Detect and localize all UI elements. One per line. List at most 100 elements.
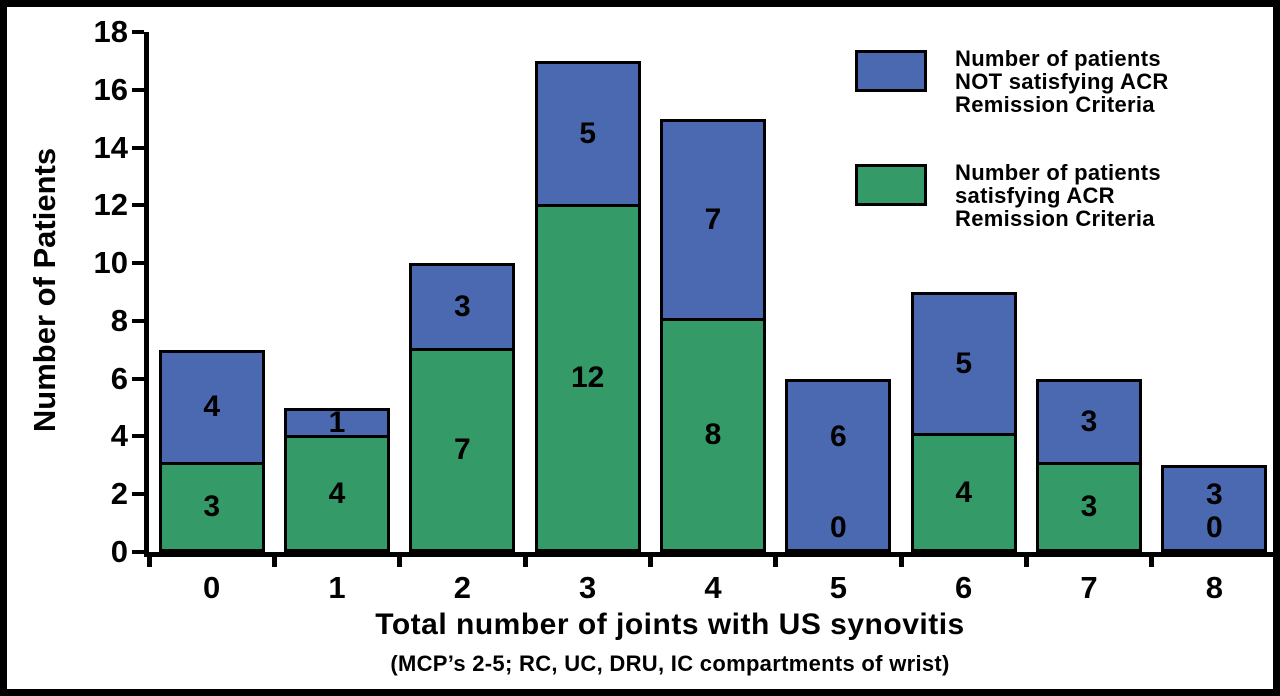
x-tick-mark <box>773 557 779 567</box>
y-tick-mark <box>132 203 144 208</box>
x-tick-label: 1 <box>328 570 346 605</box>
bar-value-label: 4 <box>955 475 972 509</box>
x-tick-mark <box>1149 557 1155 567</box>
y-tick-mark <box>132 87 144 92</box>
bar-value-label: 7 <box>453 432 471 466</box>
bar-segment-satisfying: 3 <box>161 464 262 549</box>
y-tick-mark <box>132 30 144 34</box>
y-tick-label: 18 <box>93 14 128 49</box>
bar-segment-satisfying: 7 <box>412 350 513 549</box>
x-axis-line <box>144 552 1273 557</box>
legend-label-line: Remission Criteria <box>955 206 1155 231</box>
y-tick-label: 2 <box>110 476 128 512</box>
bar-segment-satisfying: 3 <box>1039 465 1139 549</box>
bar-value-label: 1 <box>328 405 346 439</box>
legend-label-satisfying: Number of patients satisfying ACR Remissio… <box>955 161 1161 230</box>
y-tick-label: 10 <box>93 245 128 281</box>
bar-segment-satisfying: 4 <box>913 436 1014 549</box>
y-tick-mark <box>132 492 144 497</box>
bar-value-label: 8 <box>704 418 722 452</box>
y-tick-label: 12 <box>93 187 128 223</box>
bar-value-label: 0 <box>829 511 847 544</box>
stacked-bar: 5 12 <box>534 60 641 552</box>
y-tick-mark <box>132 145 144 150</box>
bar-segment-satisfying: 4 <box>287 438 387 549</box>
y-tick-mark <box>132 261 144 266</box>
x-axis-title-block: Total number of joints with US synovitis… <box>30 608 1273 677</box>
bar-value-label: 5 <box>955 347 972 381</box>
bar-value-label: 7 <box>704 202 722 236</box>
bar-segment-not-satisfying: 1 <box>287 405 387 439</box>
bar-value-label: 3 <box>1080 490 1098 524</box>
bar-value-label: 0 <box>1205 511 1223 544</box>
bar-segment-not-satisfying: 3 <box>412 266 513 351</box>
legend-label-line: satisfying ACR <box>955 183 1115 208</box>
x-axis-subtitle: (MCP’s 2-5; RC, UC, DRU, IC compartments… <box>390 651 950 676</box>
bar-value-label: 4 <box>203 390 220 424</box>
bar-value-label: 6 <box>829 419 847 453</box>
bar-value-label: 3 <box>1080 405 1098 438</box>
legend-item-satisfying: Number of patients satisfying ACR Remissio… <box>855 161 1169 230</box>
legend-swatch-not-satisfying <box>855 50 927 92</box>
y-tick-mark <box>132 434 144 439</box>
legend-label-not-satisfying: Number of patients NOT satisfying ACR Remi… <box>955 47 1169 116</box>
bar-value-label: 3 <box>1205 477 1223 511</box>
bar-segment-satisfying: 8 <box>663 321 763 549</box>
legend-swatch-satisfying <box>855 164 927 206</box>
x-tick-mark <box>1275 557 1280 567</box>
legend-item-not-satisfying: Number of patients NOT satisfying ACR Remi… <box>855 47 1169 116</box>
x-tick-mark <box>146 557 152 567</box>
bar-value-label: 3 <box>453 290 471 324</box>
x-tick-mark <box>397 557 403 567</box>
bar-segment-not-satisfying: 4 <box>161 352 262 465</box>
legend-label-line: NOT satisfying ACR <box>955 69 1169 94</box>
x-tick-label: 5 <box>829 570 847 605</box>
x-tick-label: 2 <box>453 570 471 605</box>
legend-label-line: Number of patients <box>955 160 1161 185</box>
bar-segment-not-satisfying: 5 <box>537 63 638 207</box>
bar-segment-not-satisfying: 7 <box>663 121 763 322</box>
y-axis-line <box>144 32 149 557</box>
y-tick-mark <box>132 550 144 554</box>
x-tick-label: 4 <box>704 570 722 605</box>
y-tick-label: 4 <box>110 418 128 454</box>
x-tick-mark <box>1023 557 1029 567</box>
y-tick-mark <box>132 318 144 323</box>
bar-segment-satisfying: 12 <box>537 206 638 549</box>
legend-label-line: Remission Criteria <box>955 92 1155 117</box>
x-tick-mark <box>647 557 653 567</box>
x-tick-mark <box>271 557 277 567</box>
x-tick-label: 8 <box>1205 570 1223 605</box>
y-tick-label: 6 <box>110 360 128 396</box>
legend-label-line: Number of patients <box>955 46 1161 71</box>
x-tick-label: 0 <box>203 570 221 605</box>
x-axis-title: Total number of joints with US synovitis <box>375 608 965 641</box>
y-tick-label: 16 <box>93 71 128 107</box>
x-tick-label: 7 <box>1080 570 1098 605</box>
bar-segment-not-satisfying: 3 <box>1039 381 1139 466</box>
legend: Number of patients NOT satisfying ACR Remi… <box>855 47 1169 275</box>
x-tick-mark <box>898 557 904 567</box>
x-tick-label: 3 <box>579 570 597 605</box>
y-tick-mark <box>132 376 144 381</box>
bar-value-label: 5 <box>579 116 596 150</box>
bars-container: 4 3 1 4 3 7 5 12 7 8 6 0 5 4 3 3 3 0 <box>149 32 1273 552</box>
y-tick-label: 8 <box>110 302 128 338</box>
y-tick-label: 0 <box>110 534 128 569</box>
y-tick-label: 14 <box>93 129 128 165</box>
x-tick-label: 6 <box>955 570 973 605</box>
x-tick-mark <box>522 557 528 567</box>
bar-value-label: 3 <box>203 489 220 523</box>
